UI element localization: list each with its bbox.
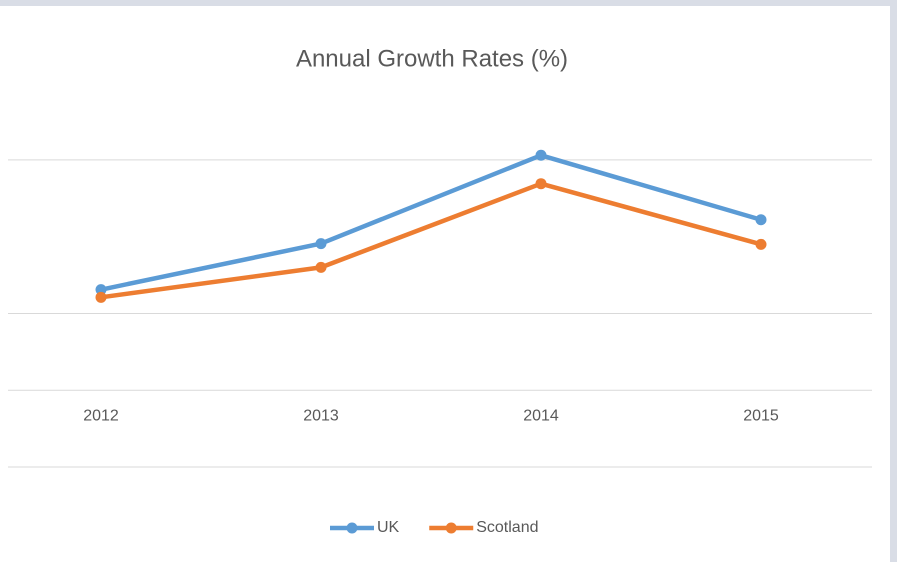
data-point	[535, 149, 547, 161]
legend-label: Scotland	[476, 519, 538, 536]
x-tick-label: 2012	[83, 407, 119, 424]
series-line	[100, 153, 762, 292]
x-tick-label: 2013	[303, 407, 339, 424]
data-point	[95, 284, 107, 296]
data-point	[755, 238, 767, 250]
data-point	[95, 291, 107, 303]
legend-marker	[445, 522, 457, 534]
x-tick-label: 2014	[523, 407, 559, 424]
data-point	[315, 261, 327, 273]
chart-area	[0, 6, 890, 562]
legend-label: UK	[377, 519, 400, 536]
data-point	[315, 238, 327, 250]
x-tick-label: 2015	[743, 407, 779, 424]
series-line	[100, 181, 762, 300]
chart-title: Annual Growth Rates (%)	[296, 45, 568, 72]
data-point	[755, 214, 767, 226]
data-point	[535, 178, 547, 190]
legend-marker	[346, 522, 358, 534]
